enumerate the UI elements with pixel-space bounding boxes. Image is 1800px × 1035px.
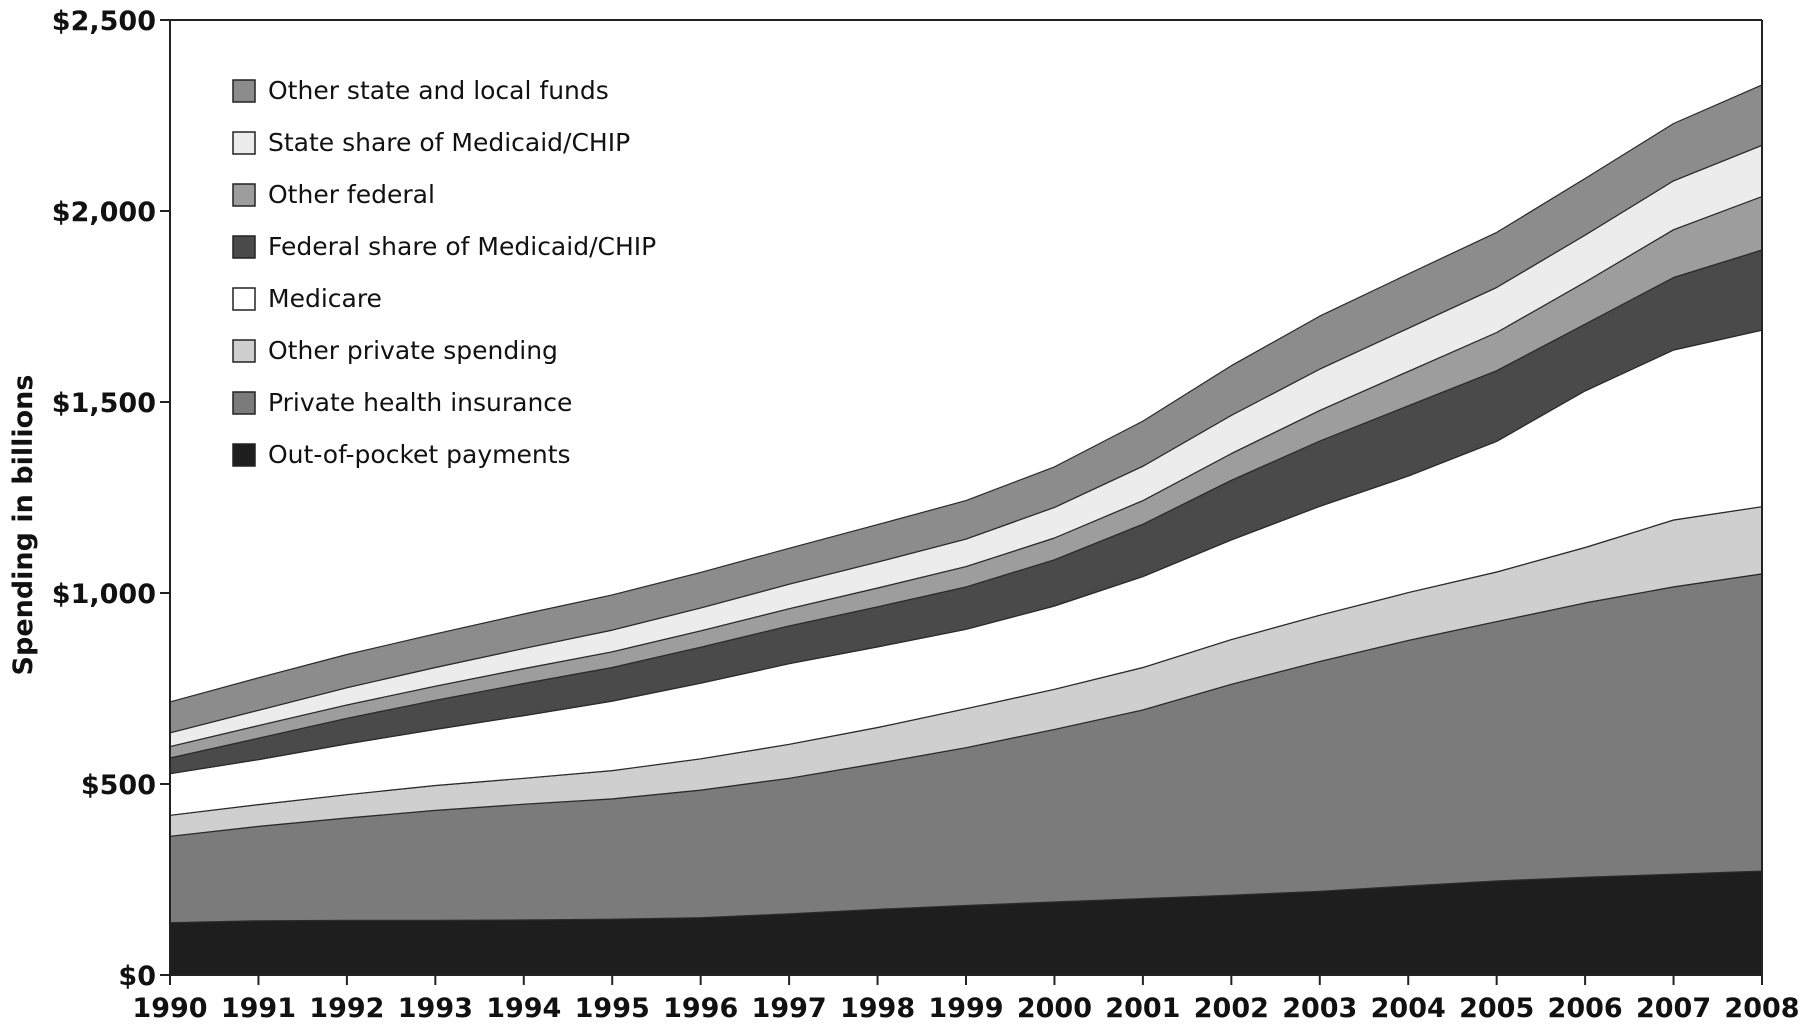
x-tick-label: 2004: [1371, 993, 1446, 1024]
legend-swatch: [232, 443, 256, 467]
y-tick-label: $0: [118, 961, 156, 992]
legend-label: Out-of-pocket payments: [268, 440, 571, 469]
legend-item: Other federal: [232, 180, 435, 209]
legend-swatch: [232, 339, 256, 363]
legend-item: Medicare: [232, 284, 382, 313]
legend: Other state and local funds State share o…: [232, 76, 656, 469]
x-tick-label: 1999: [928, 993, 1003, 1024]
legend-label: Medicare: [268, 284, 382, 313]
x-tick-label: 2002: [1194, 993, 1269, 1024]
legend-item: Other state and local funds: [232, 76, 609, 105]
y-tick-label: $500: [81, 770, 156, 801]
x-tick-label: 1990: [132, 993, 207, 1024]
x-tick-label: 2007: [1636, 993, 1711, 1024]
x-tick-label: 2005: [1459, 993, 1534, 1024]
legend-item: Other private spending: [232, 336, 558, 365]
legend-item: State share of Medicaid/CHIP: [232, 128, 630, 157]
x-tick-label: 1996: [663, 993, 738, 1024]
y-tick-label: $2,500: [52, 6, 156, 37]
legend-swatch: [232, 391, 256, 415]
y-axis-ticks: $0 $500 $1,000 $1,500 $2,000 $2,500: [52, 6, 170, 992]
x-tick-label: 1991: [221, 993, 296, 1024]
y-tick-label: $2,000: [52, 197, 156, 228]
x-tick-label: 1997: [752, 993, 827, 1024]
legend-swatch: [232, 79, 256, 103]
y-tick-label: $1,500: [52, 388, 156, 419]
legend-label: Private health insurance: [268, 388, 572, 417]
legend-label: Other private spending: [268, 336, 558, 365]
legend-label: State share of Medicaid/CHIP: [268, 128, 630, 157]
x-tick-label: 1998: [840, 993, 915, 1024]
legend-swatch: [232, 183, 256, 207]
x-tick-label: 2006: [1548, 993, 1623, 1024]
x-axis-ticks: 1990 1991 1992 1993 1994 1995 1996 1997 1998 1999…: [132, 975, 1800, 1024]
x-tick-label: 1992: [309, 993, 384, 1024]
x-tick-label: 1995: [575, 993, 650, 1024]
legend-swatch: [232, 131, 256, 155]
legend-item: Federal share of Medicaid/CHIP: [232, 232, 656, 261]
x-tick-label: 2008: [1724, 993, 1799, 1024]
x-tick-label: 1994: [486, 993, 561, 1024]
y-axis-title: Spending in billions: [8, 375, 39, 676]
area-layers: [169, 84, 1763, 976]
legend-item: Private health insurance: [232, 388, 572, 417]
legend-item: Out-of-pocket payments: [232, 440, 571, 469]
legend-label: Federal share of Medicaid/CHIP: [268, 232, 656, 261]
x-tick-label: 2000: [1017, 993, 1092, 1024]
x-tick-label: 1993: [398, 993, 473, 1024]
y-tick-label: $1,000: [52, 579, 156, 610]
legend-label: Other federal: [268, 180, 435, 209]
x-tick-label: 2003: [1282, 993, 1357, 1024]
x-tick-label: 2001: [1105, 993, 1180, 1024]
legend-swatch: [232, 287, 256, 311]
legend-swatch: [232, 235, 256, 259]
legend-label: Other state and local funds: [268, 76, 609, 105]
